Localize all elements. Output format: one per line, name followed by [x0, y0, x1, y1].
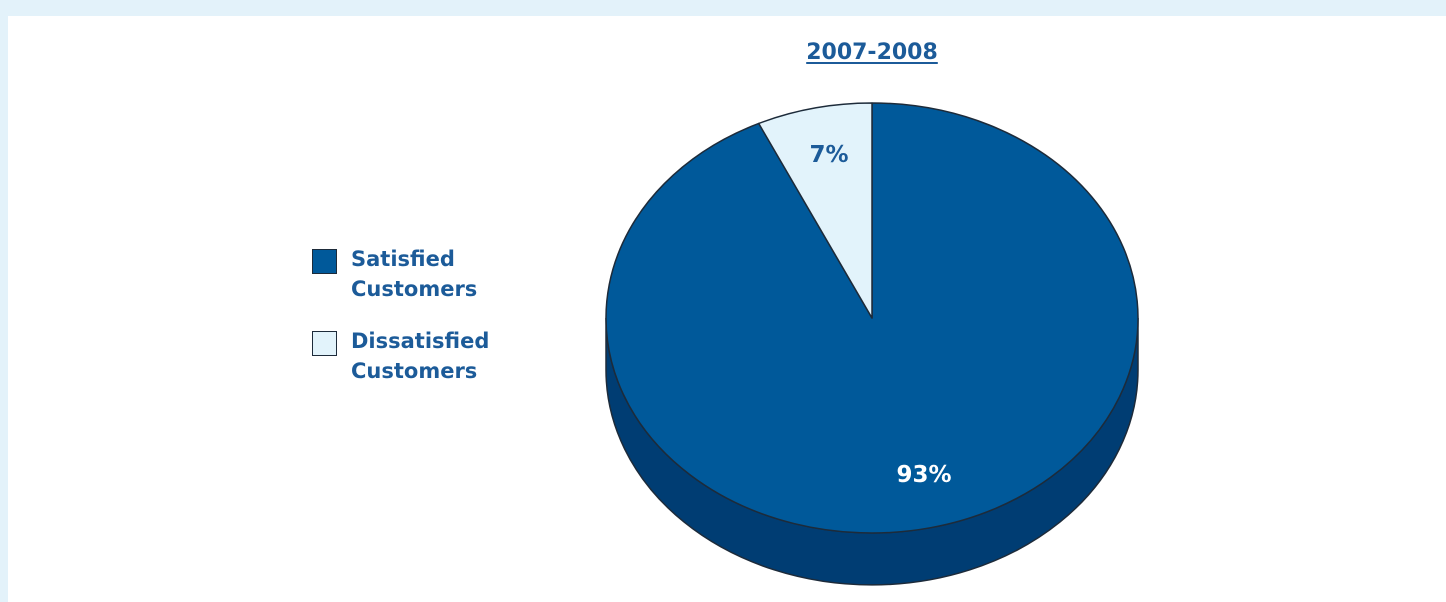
legend-item-dissatisfied: Dissatisfied Customers [312, 326, 489, 386]
data-label-dissatisfied: 7% [809, 142, 848, 168]
chart-title: 2007-2008 [806, 40, 938, 65]
legend-swatch-dissatisfied [312, 331, 337, 356]
pie-slice-dissatisfied [757, 102, 873, 319]
legend-item-satisfied: Satisfied Customers [312, 244, 489, 304]
legend-swatch-satisfied [312, 249, 337, 274]
legend-label-dissatisfied: Dissatisfied Customers [351, 329, 490, 383]
data-label-satisfied: 93% [896, 462, 951, 488]
legend-label-satisfied: Satisfied Customers [351, 247, 478, 301]
chart-legend: Satisfied Customers Dissatisfied Custome… [312, 244, 489, 408]
